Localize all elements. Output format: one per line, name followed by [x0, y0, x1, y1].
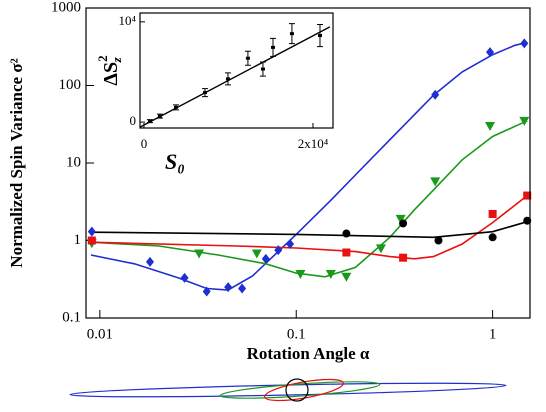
marker [271, 45, 276, 49]
y-axis-label: ΔS2z [95, 55, 124, 85]
marker [274, 245, 283, 256]
marker [180, 272, 189, 283]
y-tick-label: 100 [59, 77, 82, 93]
marker [399, 253, 408, 262]
marker [519, 116, 530, 126]
ellipse [219, 381, 381, 399]
marker [295, 269, 306, 279]
marker [325, 269, 336, 279]
marker [341, 272, 352, 282]
x-tick-label: 2x10⁴ [298, 136, 329, 151]
marker [523, 216, 532, 225]
curve [90, 220, 528, 239]
curve [90, 194, 528, 260]
marker [145, 256, 154, 267]
marker [486, 47, 495, 58]
label-sup: 2 [95, 55, 110, 62]
main-frame [85, 7, 531, 319]
x-tick-label: 1 [489, 326, 497, 342]
y-tick-label: 10 [66, 154, 81, 170]
marker [251, 249, 262, 259]
y-tick-label: 1000 [51, 0, 81, 15]
marker [342, 248, 351, 257]
x-tick-label: 0.1 [287, 326, 306, 342]
y-tick-label: 0.1 [62, 309, 81, 325]
marker [238, 283, 247, 294]
main-plot: 0.01 0.1 1 0.1 1 10 100 1000 Rotation Angle α Nor… [7, 0, 532, 363]
curve [90, 120, 528, 278]
x-axis-label: Rotation Angle α [247, 344, 370, 363]
marker [485, 122, 496, 132]
marker [224, 282, 233, 293]
x-tick-label: 0 [141, 136, 148, 151]
y-tick-label: 10⁴ [118, 13, 136, 28]
marker [202, 91, 207, 95]
marker [194, 249, 205, 259]
marker [147, 119, 152, 123]
marker [286, 239, 295, 250]
marker [245, 56, 250, 60]
y-axis-label: Normalized Spin Variance σ² [7, 58, 26, 267]
inset-frame [139, 12, 334, 129]
inset-plot: 0 2x10⁴ 0 10⁴ S₀ ΔS2z [95, 13, 331, 174]
marker [342, 229, 351, 238]
marker [87, 226, 96, 237]
marker [202, 286, 211, 297]
curve [90, 41, 528, 291]
marker [431, 89, 440, 100]
x-axis-label: S₀ [165, 149, 185, 174]
marker [87, 236, 96, 245]
state-ellipses [69, 378, 507, 402]
marker [395, 214, 406, 224]
marker [488, 233, 497, 242]
marker [317, 34, 322, 38]
label-sub: z [109, 56, 124, 63]
marker [375, 244, 386, 254]
marker [260, 67, 265, 71]
marker [157, 114, 162, 118]
marker [399, 219, 408, 228]
fit-line [139, 26, 331, 128]
y-tick-label: 1 [74, 232, 82, 248]
x-tick-label: 0.01 [87, 326, 113, 342]
y-tick-label: 0 [130, 113, 137, 128]
label-base: ΔS [100, 62, 122, 86]
marker [488, 209, 497, 218]
marker [430, 177, 441, 187]
marker [261, 253, 270, 264]
marker [289, 32, 294, 36]
marker [434, 236, 443, 245]
marker [173, 105, 178, 109]
circle [285, 378, 309, 402]
marker [520, 38, 529, 49]
marker [225, 77, 230, 81]
ellipse [263, 378, 345, 402]
marker [523, 191, 532, 200]
